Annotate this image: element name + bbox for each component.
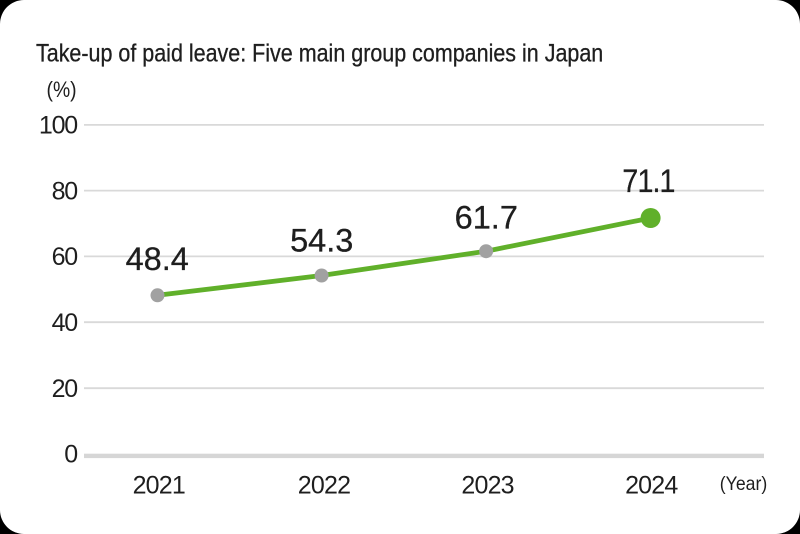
svg-text:2023: 2023 [461, 472, 513, 500]
svg-text:54.3: 54.3 [290, 222, 353, 258]
svg-text:48.4: 48.4 [126, 241, 189, 277]
svg-text:100: 100 [39, 112, 77, 140]
svg-text:60: 60 [52, 243, 78, 271]
svg-text:2022: 2022 [298, 472, 350, 500]
svg-text:40: 40 [52, 309, 78, 337]
svg-text:(Year): (Year) [720, 472, 767, 494]
svg-text:2024: 2024 [625, 472, 678, 500]
svg-text:0: 0 [64, 441, 77, 469]
svg-text:80: 80 [52, 177, 78, 205]
svg-text:20: 20 [52, 375, 78, 403]
svg-text:2021: 2021 [133, 472, 185, 500]
svg-text:Take-up of paid leave: Five ma: Take-up of paid leave: Five main group c… [36, 39, 603, 67]
svg-text:(%): (%) [47, 78, 77, 102]
svg-text:61.7: 61.7 [455, 199, 518, 235]
svg-text:71.1: 71.1 [622, 164, 674, 200]
